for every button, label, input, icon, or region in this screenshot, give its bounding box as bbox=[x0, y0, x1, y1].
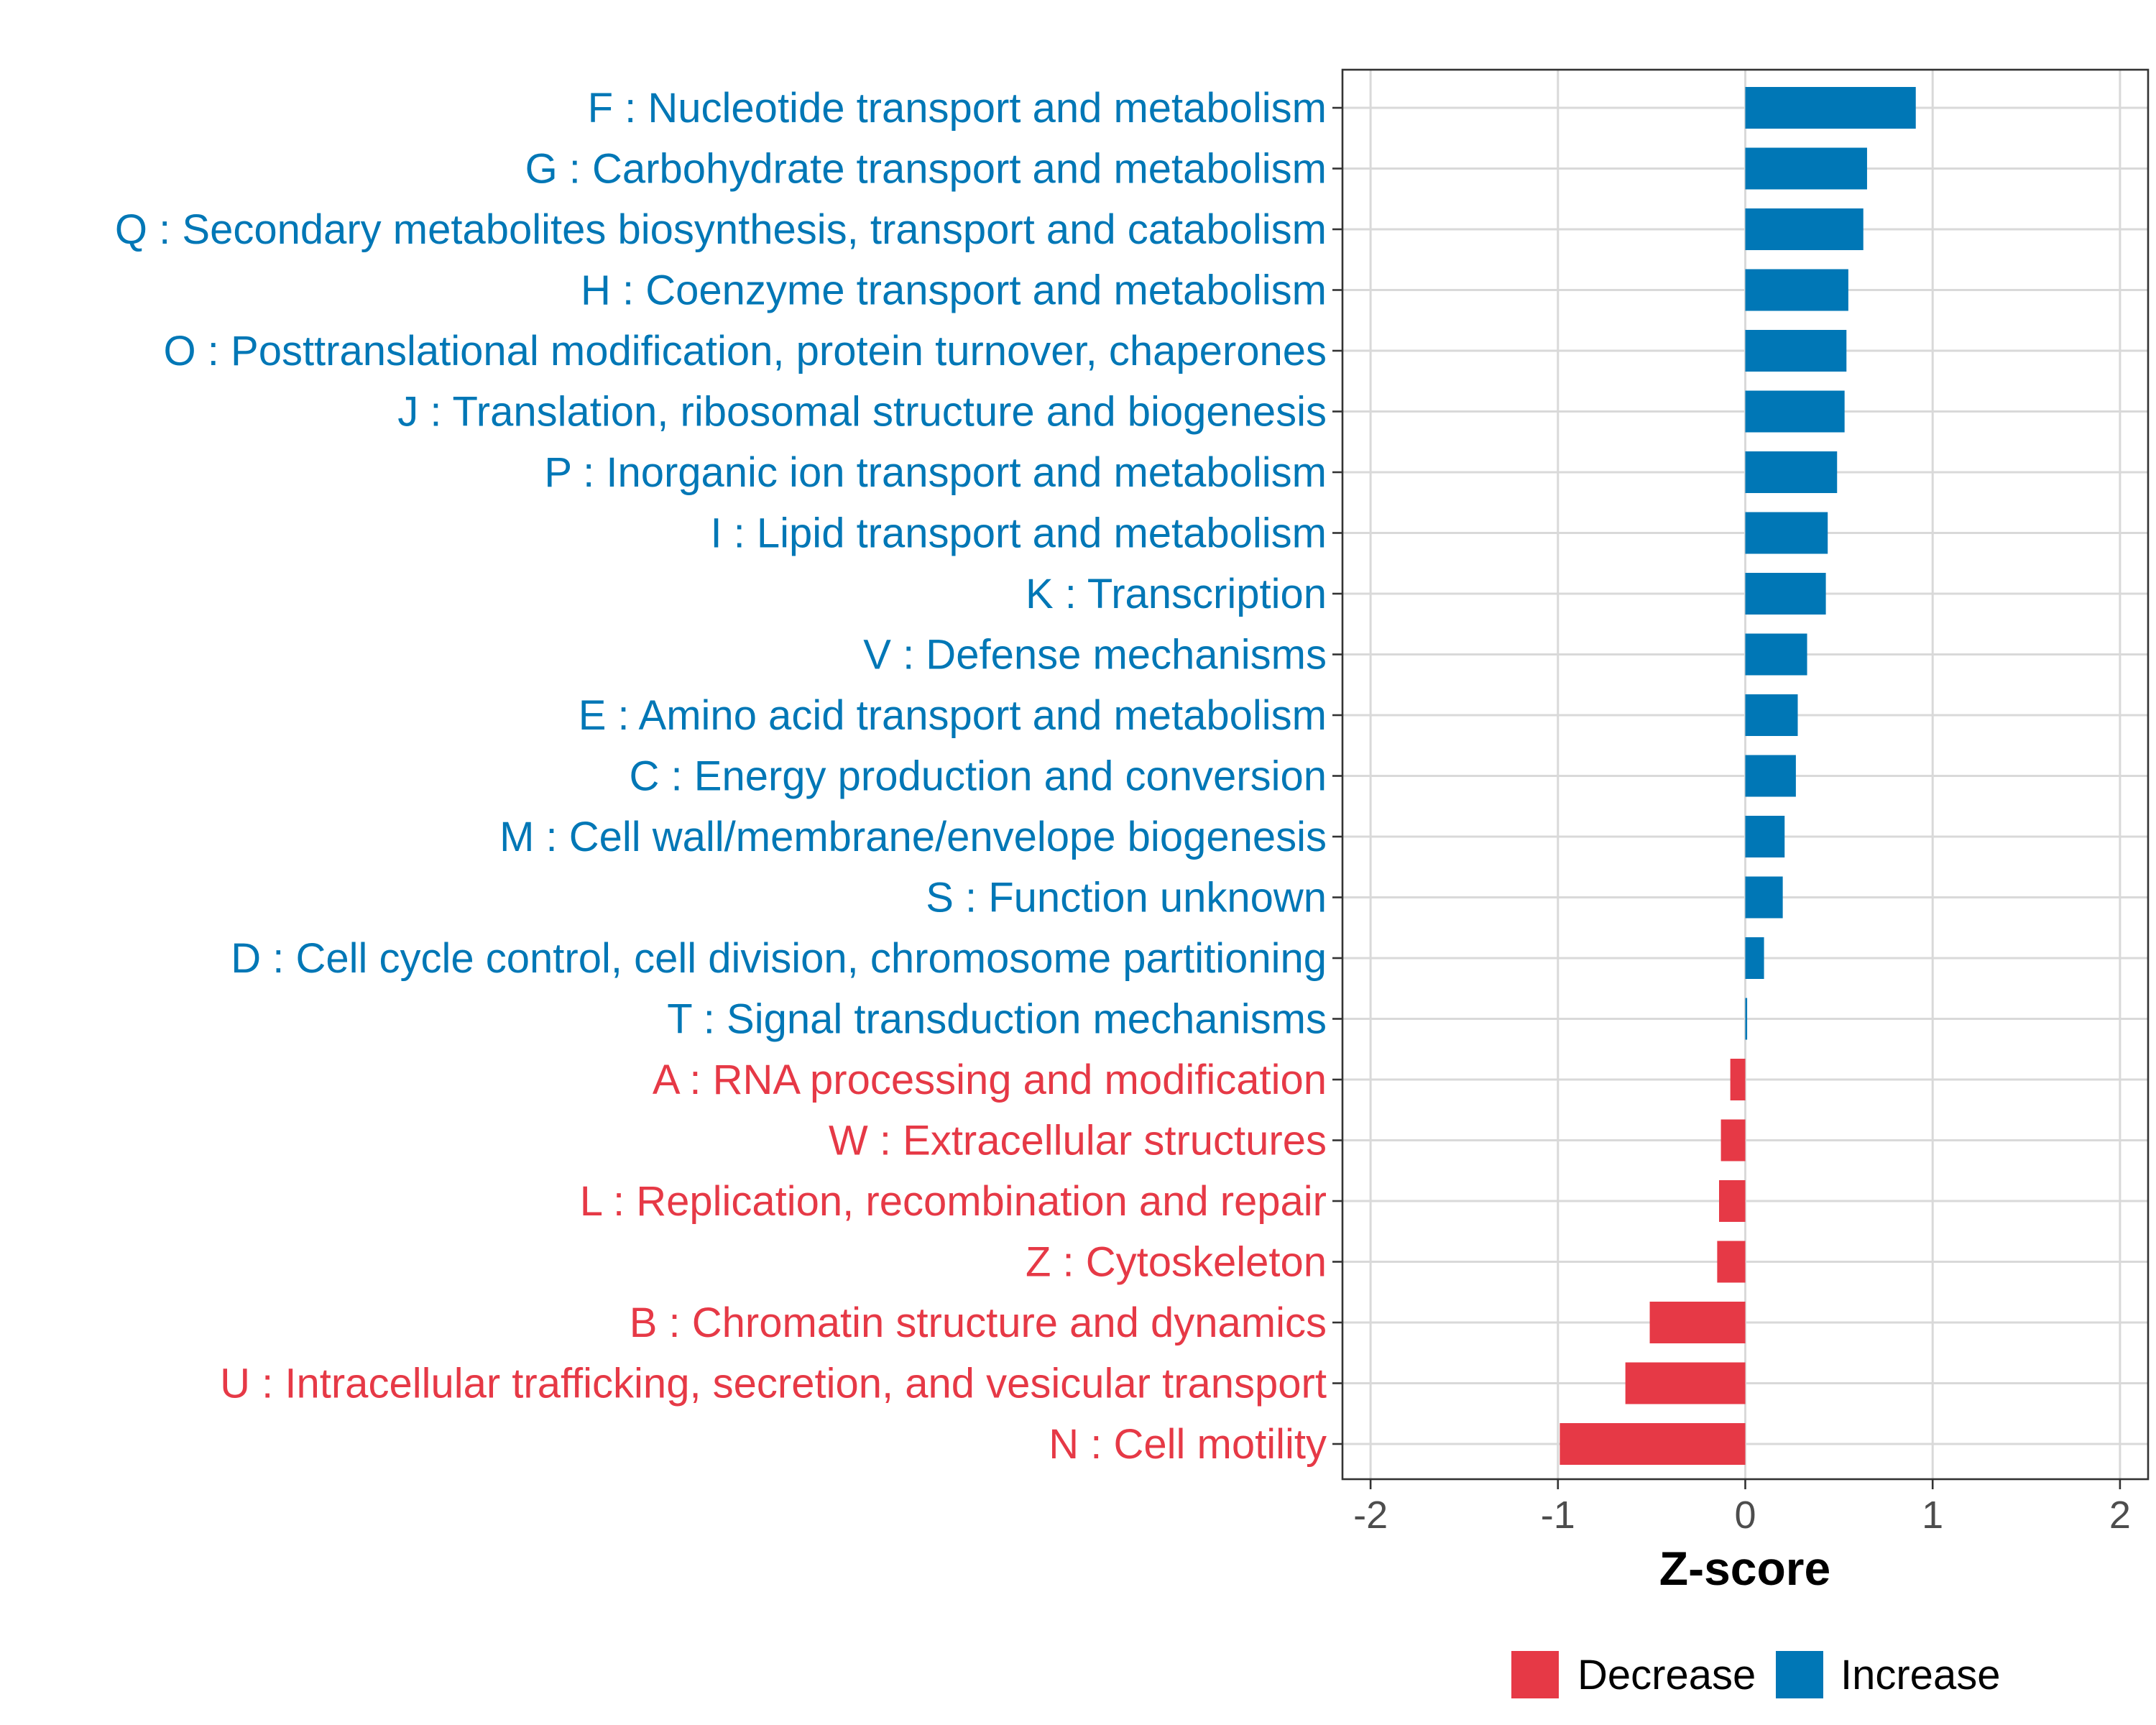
bar bbox=[1745, 208, 1864, 250]
category-label: C : Energy production and conversion bbox=[630, 753, 1327, 800]
bar bbox=[1625, 1362, 1746, 1404]
category-label: D : Cell cycle control, cell division, c… bbox=[231, 935, 1327, 982]
category-label: S : Function unknown bbox=[926, 875, 1327, 921]
bar bbox=[1719, 1180, 1746, 1222]
x-tick-label: 1 bbox=[1922, 1494, 1943, 1537]
x-tick-label: 0 bbox=[1734, 1494, 1756, 1537]
bar bbox=[1745, 390, 1845, 433]
bar bbox=[1745, 451, 1838, 493]
bar bbox=[1745, 512, 1828, 554]
bar bbox=[1745, 694, 1798, 736]
category-label: Z : Cytoskeleton bbox=[1026, 1239, 1327, 1286]
bar bbox=[1745, 330, 1847, 372]
y-axis-ticks bbox=[1332, 106, 1342, 1445]
bar bbox=[1745, 573, 1826, 615]
category-label: T : Signal transduction mechanisms bbox=[667, 996, 1327, 1043]
bar bbox=[1745, 876, 1783, 919]
bar bbox=[1720, 1119, 1746, 1162]
bar bbox=[1745, 816, 1785, 857]
x-axis-ticks: -2 -1 0 1 2 bbox=[1353, 1479, 2131, 1537]
category-label: J : Translation, ribosomal structure and… bbox=[397, 389, 1327, 436]
category-labels: F : Nucleotide transport and metabolism G… bbox=[115, 85, 1327, 1468]
legend-swatch bbox=[1511, 1651, 1559, 1698]
x-tick-label: -2 bbox=[1353, 1494, 1388, 1537]
category-label: O : Posttranslational modification, prot… bbox=[164, 328, 1327, 374]
category-label: A : RNA processing and modification bbox=[653, 1057, 1327, 1103]
category-label: K : Transcription bbox=[1026, 571, 1327, 617]
bars bbox=[1560, 87, 1916, 1465]
legend: Decrease Increase bbox=[1511, 1651, 2000, 1698]
legend-label: Increase bbox=[1841, 1652, 2000, 1698]
bar bbox=[1745, 269, 1848, 311]
category-label: L : Replication, recombination and repai… bbox=[580, 1178, 1327, 1225]
category-label: Q : Secondary metabolites biosynthesis, … bbox=[115, 206, 1327, 253]
category-label: E : Amino acid transport and metabolism bbox=[579, 692, 1327, 739]
legend-label: Decrease bbox=[1577, 1652, 1756, 1698]
x-tick-label: 2 bbox=[2109, 1494, 2131, 1537]
bar bbox=[1745, 755, 1796, 797]
legend-swatch bbox=[1776, 1651, 1823, 1698]
bar bbox=[1745, 147, 1867, 190]
bar bbox=[1745, 998, 1748, 1040]
bar bbox=[1745, 87, 1916, 129]
bar bbox=[1745, 937, 1764, 979]
category-label: M : Cell wall/membrane/envelope biogenes… bbox=[499, 814, 1327, 860]
category-label: V : Defense mechanisms bbox=[863, 632, 1327, 678]
bar bbox=[1745, 633, 1807, 676]
category-label: H : Coenzyme transport and metabolism bbox=[581, 267, 1327, 314]
category-label: P : Inorganic ion transport and metaboli… bbox=[544, 449, 1327, 496]
bar bbox=[1560, 1423, 1746, 1465]
category-label: F : Nucleotide transport and metabolism bbox=[588, 85, 1327, 132]
category-label: W : Extracellular structures bbox=[829, 1118, 1327, 1164]
category-label: N : Cell motility bbox=[1049, 1421, 1327, 1468]
category-label: I : Lipid transport and metabolism bbox=[710, 510, 1327, 557]
x-axis-title: Z-score bbox=[1659, 1542, 1830, 1595]
bar bbox=[1649, 1302, 1746, 1343]
x-tick-label: -1 bbox=[1541, 1494, 1575, 1537]
bar bbox=[1730, 1059, 1746, 1100]
category-label: G : Carbohydrate transport and metabolis… bbox=[525, 146, 1327, 193]
category-label: B : Chromatin structure and dynamics bbox=[630, 1300, 1327, 1346]
category-label: U : Intracellular trafficking, secretion… bbox=[220, 1361, 1327, 1407]
bar bbox=[1717, 1241, 1746, 1283]
